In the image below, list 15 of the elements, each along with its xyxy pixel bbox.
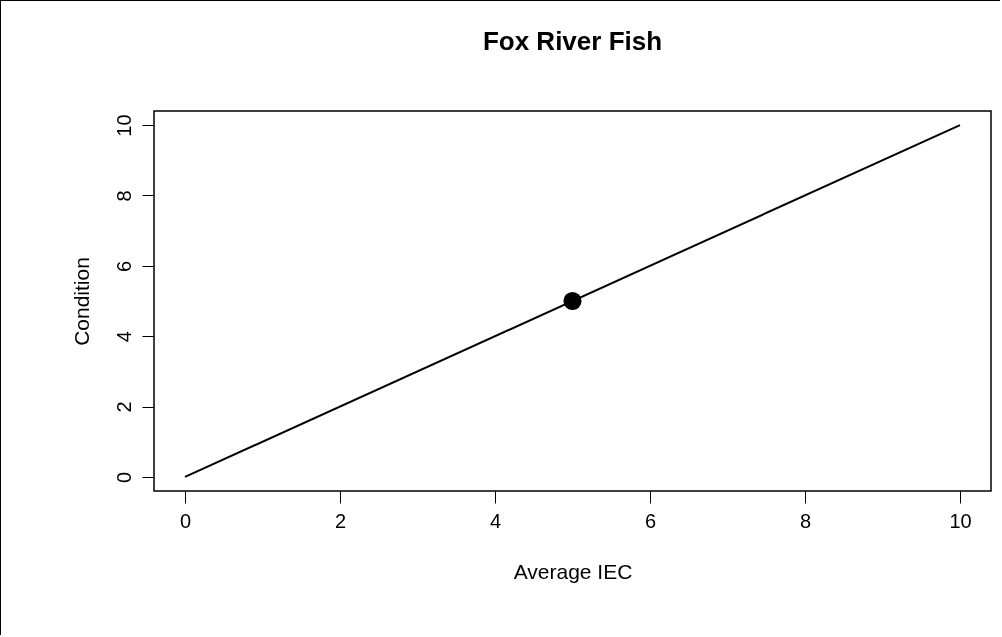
x-tick-label: 8 bbox=[799, 509, 812, 532]
y-tick-label: 8 bbox=[112, 190, 135, 202]
x-axis-title: Average IEC bbox=[513, 559, 633, 583]
y-tick-label: 10 bbox=[112, 114, 135, 137]
y-tick-label: 6 bbox=[112, 260, 135, 272]
y-tick-label: 2 bbox=[112, 401, 135, 413]
y-tick-label: 0 bbox=[112, 471, 135, 483]
y-tick-label: 4 bbox=[112, 331, 135, 343]
x-tick-label: 10 bbox=[949, 509, 972, 532]
x-tick-label: 6 bbox=[644, 509, 657, 532]
y-axis-title: Condition bbox=[69, 257, 93, 346]
chart-title: Fox River Fish bbox=[482, 26, 663, 56]
x-tick-label: 4 bbox=[489, 509, 502, 532]
x-tick-label: 0 bbox=[179, 509, 192, 532]
x-tick-label: 2 bbox=[334, 509, 347, 532]
